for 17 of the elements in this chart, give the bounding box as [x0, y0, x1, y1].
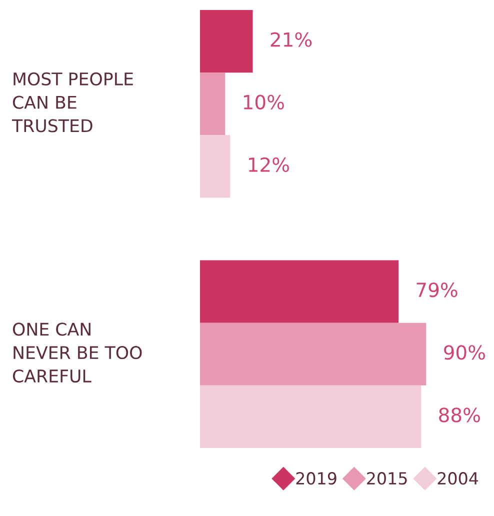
bar [200, 260, 399, 323]
data-label: 12% [248, 157, 289, 172]
data-label: 10% [244, 94, 284, 110]
legend-label: 2019 [296, 472, 336, 485]
bar [200, 385, 422, 448]
bar [200, 322, 426, 386]
bar [200, 72, 226, 136]
bar [200, 135, 230, 198]
bar [200, 10, 253, 73]
legend-label: 2015 [367, 472, 407, 485]
legend-label: 2004 [438, 472, 478, 485]
data-label: 90% [444, 345, 485, 360]
y-tick-label: MOST PEOPLE CAN BE TRUSTED [12, 72, 133, 132]
data-label: 88% [439, 408, 480, 422]
data-label: 79% [416, 282, 458, 298]
y-tick-label: ONE CAN NEVER BE TOO CAREFUL [12, 322, 142, 383]
data-label: 21% [270, 32, 312, 47]
